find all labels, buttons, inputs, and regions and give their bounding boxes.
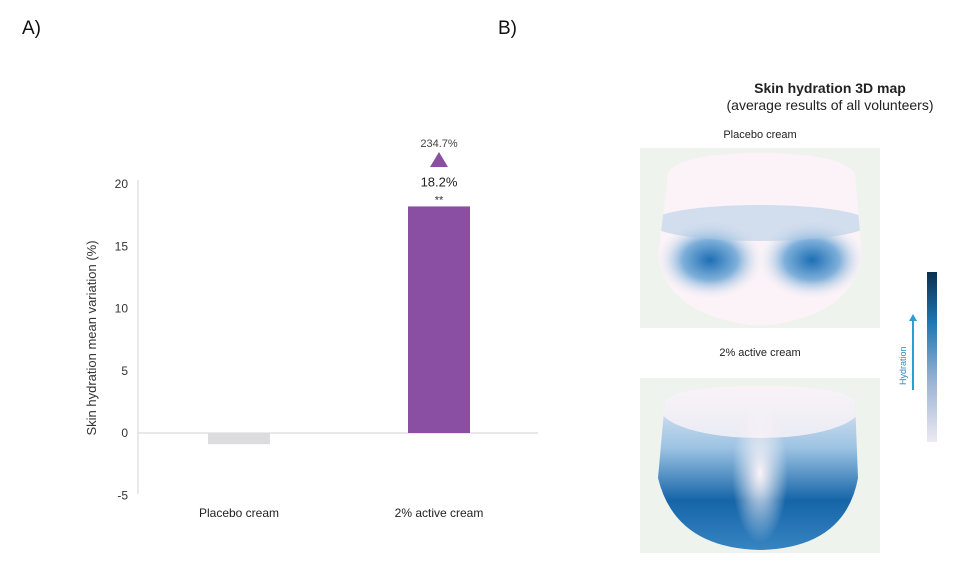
up-triangle-icon bbox=[430, 152, 448, 167]
bar-1 bbox=[408, 206, 470, 433]
y-tick-label: 5 bbox=[121, 364, 128, 378]
annotation-label: 234.7% bbox=[420, 138, 458, 150]
placebo-hydration-map bbox=[640, 148, 880, 328]
map-subtitle: (average results of all volunteers) bbox=[726, 97, 934, 113]
y-axis-label: Skin hydration mean variation (%) bbox=[84, 240, 99, 435]
map-title: Skin hydration 3D map bbox=[754, 80, 906, 96]
arrow-head-icon bbox=[909, 314, 917, 321]
x-tick-label: Placebo cream bbox=[199, 506, 279, 520]
hydration-arrow-icon bbox=[912, 320, 914, 390]
y-tick-label: 15 bbox=[115, 239, 129, 253]
y-tick-label: 0 bbox=[121, 426, 128, 440]
bar-chart: -5 0 5 10 15 20 Placebo cream 2% active cream 1… bbox=[84, 138, 538, 520]
active-map-caption: 2% active cream bbox=[719, 347, 801, 359]
y-tick-label: 20 bbox=[115, 177, 129, 191]
data-label: 18.2% bbox=[421, 174, 458, 189]
bar-0 bbox=[208, 433, 270, 445]
active-hydration-map bbox=[640, 378, 880, 553]
x-tick-label: 2% active cream bbox=[395, 506, 484, 520]
y-tick-label: 10 bbox=[115, 302, 129, 316]
panel-b-label: B) bbox=[498, 18, 517, 39]
y-tick-label: -5 bbox=[117, 488, 128, 502]
significance-marker: ** bbox=[435, 194, 444, 206]
placebo-map-caption: Placebo cream bbox=[723, 129, 797, 141]
colorbar-label: Hydration bbox=[898, 346, 908, 385]
panel-a-label: A) bbox=[22, 18, 41, 39]
colorbar bbox=[927, 272, 937, 442]
